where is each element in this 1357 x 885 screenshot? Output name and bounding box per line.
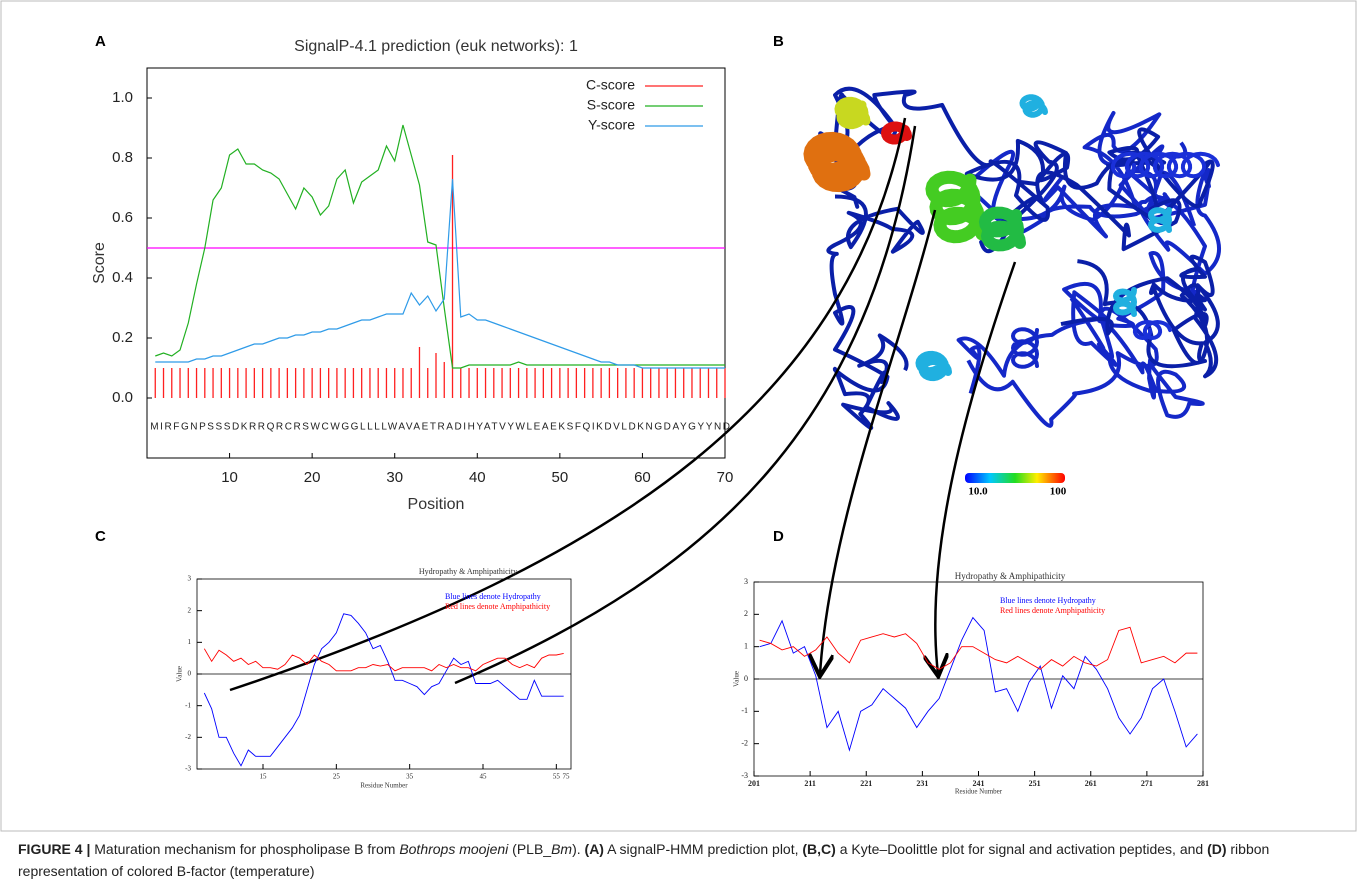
caption-part: (PLB_ xyxy=(508,841,551,857)
y-tick-label: 0 xyxy=(744,674,748,683)
x-tick-label: 271 xyxy=(1141,779,1153,788)
y-tick-label: -2 xyxy=(185,733,191,741)
x-axis-label: Residue Number xyxy=(955,788,1003,796)
panel-label: D xyxy=(773,528,784,545)
chart-title: Hydropathy & Amphipathicity xyxy=(419,567,517,576)
x-tick-label: 60 xyxy=(634,469,651,486)
caption-part: ). xyxy=(572,841,584,857)
x-tick-label: 10 xyxy=(221,469,238,486)
x-tick-label: 30 xyxy=(386,469,403,486)
y-tick-label: -3 xyxy=(185,765,191,773)
chart-title: Hydropathy & Amphipathicity xyxy=(955,571,1066,581)
plot-frame xyxy=(147,68,725,458)
series-line xyxy=(204,649,563,671)
x-tick-label: 35 xyxy=(406,773,414,781)
helix xyxy=(839,101,866,124)
y-tick-label: 3 xyxy=(188,575,192,583)
series-line xyxy=(760,618,1198,751)
page: 10.0 100 ABCD0.00.20.40.60.81.0102030405… xyxy=(0,0,1357,885)
helix xyxy=(920,355,949,377)
x-tick-label: 70 xyxy=(717,469,734,486)
arrows xyxy=(230,118,1015,690)
y-tick-label: -2 xyxy=(741,738,748,747)
x-tick-label: 281 xyxy=(1197,779,1209,788)
series-line xyxy=(204,614,563,766)
x-tick-label: 20 xyxy=(304,469,321,486)
colorbar-min: 10.0 xyxy=(968,486,988,498)
legend-label: Y-score xyxy=(588,117,635,133)
x-axis-label: Position xyxy=(408,496,465,513)
x-tick-label: 15 xyxy=(260,773,268,781)
helix xyxy=(1151,210,1169,230)
panel-label: A xyxy=(95,33,106,50)
helix xyxy=(810,138,864,185)
legend-label: C-score xyxy=(586,77,635,93)
y-axis-label: Score xyxy=(91,242,108,284)
y-axis-label: Value xyxy=(176,666,184,682)
x-tick-label: 251 xyxy=(1029,779,1041,788)
caption: FIGURE 4 | Maturation mechanism for phos… xyxy=(18,838,1338,882)
legend-label: S-score xyxy=(587,97,635,113)
y-tick-label: -1 xyxy=(741,706,748,715)
y-tick-label: 1 xyxy=(744,641,748,650)
ribbon xyxy=(828,197,923,429)
panel-label: B xyxy=(773,33,784,50)
caption-part: Bothrops moojeni xyxy=(399,841,508,857)
y-tick-label: 3 xyxy=(744,577,748,586)
y-tick-label: 0.2 xyxy=(112,329,133,346)
x-tick-label: 231 xyxy=(916,779,928,788)
x-tick-label: 75 xyxy=(563,773,571,781)
helix xyxy=(1023,97,1046,114)
y-tick-label: 2 xyxy=(188,606,192,614)
series-line xyxy=(155,125,725,368)
x-axis-label: Residue Number xyxy=(360,782,408,790)
y-tick-label: 1.0 xyxy=(112,89,133,106)
x-tick-label: 261 xyxy=(1085,779,1097,788)
caption-part: A signalP-HMM prediction plot, xyxy=(604,841,802,857)
x-tick-label: 45 xyxy=(480,773,488,781)
helix xyxy=(1116,290,1134,314)
annotation: Blue lines denote Hydropathy xyxy=(1000,596,1096,605)
x-tick-label: 241 xyxy=(973,779,985,788)
x-tick-label: 40 xyxy=(469,469,486,486)
x-tick-label: 201 xyxy=(748,779,760,788)
y-tick-label: 1 xyxy=(188,638,192,646)
chart-title: SignalP-4.1 prediction (euk networks): 1 xyxy=(294,38,578,55)
y-tick-label: 0 xyxy=(188,670,192,678)
series-line xyxy=(760,627,1198,669)
figure: 10.0 100 ABCD0.00.20.40.60.81.0102030405… xyxy=(0,0,1357,885)
colorbar xyxy=(965,473,1065,483)
y-tick-label: -3 xyxy=(741,771,748,780)
caption-part: Bm xyxy=(551,841,572,857)
y-tick-label: 0.8 xyxy=(112,149,133,166)
annotation: Red lines denote Amphipathicity xyxy=(1000,606,1105,615)
y-tick-label: 0.6 xyxy=(112,209,133,226)
protein-ribbon xyxy=(810,89,1219,428)
y-axis-label: Value xyxy=(733,671,741,687)
x-tick-label: 55 xyxy=(553,773,561,781)
caption-part: Maturation mechanism for phospholipase B… xyxy=(90,841,399,857)
annotation: Blue lines denote Hydropathy xyxy=(445,592,541,601)
caption-part: FIGURE 4 | xyxy=(18,841,90,857)
y-tick-label: 0.4 xyxy=(112,269,133,286)
caption-part: (D) xyxy=(1207,841,1226,857)
x-tick-label: 25 xyxy=(333,773,341,781)
x-tick-label: 50 xyxy=(552,469,569,486)
caption-part: (B,C) xyxy=(802,841,835,857)
annotation: Red lines denote Amphipathicity xyxy=(445,602,550,611)
colorbar-max: 100 xyxy=(1050,486,1067,498)
caption-part: a Kyte–Doolittle plot for signal and act… xyxy=(836,841,1207,857)
y-tick-label: -1 xyxy=(185,701,191,709)
helix xyxy=(932,177,982,236)
x-tick-label: 211 xyxy=(804,779,816,788)
caption-part: (A) xyxy=(585,841,604,857)
x-tick-label: 221 xyxy=(860,779,872,788)
y-tick-label: 0.0 xyxy=(112,389,133,406)
arrow xyxy=(230,118,905,690)
y-tick-label: 2 xyxy=(744,609,748,618)
helix xyxy=(985,213,1020,246)
panel-label: C xyxy=(95,528,106,545)
sequence: MIRFGNPSSSDKRRQRCRSWCWGGLLLLWAVAETRADIHY… xyxy=(150,422,730,433)
